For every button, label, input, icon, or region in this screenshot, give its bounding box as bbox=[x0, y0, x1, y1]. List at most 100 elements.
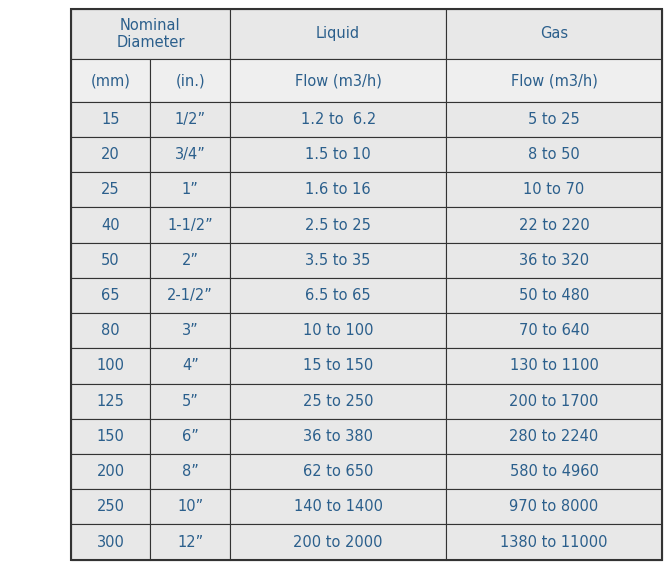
Text: 25: 25 bbox=[101, 183, 120, 197]
Bar bbox=[446, 243, 662, 278]
Bar bbox=[71, 9, 662, 560]
Text: 200 to 1700: 200 to 1700 bbox=[509, 394, 599, 409]
Bar bbox=[151, 383, 230, 419]
Text: 36 to 380: 36 to 380 bbox=[303, 429, 373, 444]
Text: Liquid: Liquid bbox=[316, 26, 360, 41]
Text: 1”: 1” bbox=[182, 183, 199, 197]
Text: 3.5 to 35: 3.5 to 35 bbox=[306, 253, 371, 267]
Bar bbox=[446, 102, 662, 137]
Text: 580 to 4960: 580 to 4960 bbox=[509, 464, 599, 479]
Text: 2.5 to 25: 2.5 to 25 bbox=[305, 218, 371, 232]
Bar bbox=[230, 207, 446, 243]
Text: 125: 125 bbox=[97, 394, 124, 409]
Text: 300: 300 bbox=[97, 534, 124, 549]
Text: 40: 40 bbox=[101, 218, 120, 232]
Text: 10 to 70: 10 to 70 bbox=[523, 183, 585, 197]
Bar bbox=[151, 172, 230, 207]
Text: (mm): (mm) bbox=[91, 73, 130, 88]
Bar bbox=[151, 313, 230, 348]
Bar bbox=[230, 525, 446, 560]
Bar bbox=[230, 313, 446, 348]
Bar bbox=[71, 454, 151, 489]
Text: 200 to 2000: 200 to 2000 bbox=[294, 534, 383, 549]
Bar bbox=[151, 278, 230, 313]
Text: 2”: 2” bbox=[182, 253, 199, 267]
Text: 100: 100 bbox=[97, 358, 124, 374]
Text: (in.): (in.) bbox=[175, 73, 205, 88]
Bar bbox=[71, 278, 151, 313]
Text: 70 to 640: 70 to 640 bbox=[519, 323, 589, 338]
Bar bbox=[446, 454, 662, 489]
Text: Flow (m3/h): Flow (m3/h) bbox=[511, 73, 597, 88]
Text: 12”: 12” bbox=[177, 534, 204, 549]
Bar bbox=[446, 59, 662, 102]
Bar bbox=[446, 419, 662, 454]
Text: 6.5 to 65: 6.5 to 65 bbox=[305, 288, 371, 303]
Bar bbox=[230, 137, 446, 172]
Text: 5”: 5” bbox=[182, 394, 199, 409]
Bar bbox=[446, 9, 662, 59]
Text: Gas: Gas bbox=[540, 26, 568, 41]
Text: 1-1/2”: 1-1/2” bbox=[167, 218, 213, 232]
Text: 15 to 150: 15 to 150 bbox=[303, 358, 373, 374]
Bar bbox=[230, 454, 446, 489]
Bar bbox=[230, 59, 446, 102]
Bar bbox=[71, 137, 151, 172]
Bar bbox=[71, 172, 151, 207]
Text: 1/2”: 1/2” bbox=[175, 112, 206, 127]
Bar bbox=[71, 419, 151, 454]
Bar bbox=[71, 348, 151, 383]
Bar bbox=[71, 207, 151, 243]
Bar bbox=[151, 243, 230, 278]
Text: 3/4”: 3/4” bbox=[175, 147, 206, 162]
Bar bbox=[151, 137, 230, 172]
Text: 10 to 100: 10 to 100 bbox=[303, 323, 374, 338]
Bar bbox=[230, 243, 446, 278]
Text: 3”: 3” bbox=[182, 323, 199, 338]
Text: 65: 65 bbox=[101, 288, 120, 303]
Bar bbox=[71, 243, 151, 278]
Text: 50: 50 bbox=[101, 253, 120, 267]
Bar bbox=[446, 348, 662, 383]
Bar bbox=[151, 348, 230, 383]
Bar bbox=[71, 59, 151, 102]
Text: Flow (m3/h): Flow (m3/h) bbox=[295, 73, 382, 88]
Bar bbox=[71, 489, 151, 525]
Text: 200: 200 bbox=[96, 464, 124, 479]
Text: 36 to 320: 36 to 320 bbox=[519, 253, 589, 267]
Text: 150: 150 bbox=[97, 429, 124, 444]
Text: 4”: 4” bbox=[182, 358, 199, 374]
Text: 1.5 to 10: 1.5 to 10 bbox=[305, 147, 371, 162]
Text: 280 to 2240: 280 to 2240 bbox=[509, 429, 599, 444]
Text: 8”: 8” bbox=[182, 464, 199, 479]
Bar bbox=[230, 489, 446, 525]
Text: 2-1/2”: 2-1/2” bbox=[167, 288, 213, 303]
Text: 50 to 480: 50 to 480 bbox=[519, 288, 589, 303]
Bar bbox=[230, 102, 446, 137]
Text: 22 to 220: 22 to 220 bbox=[519, 218, 589, 232]
Bar bbox=[230, 419, 446, 454]
Text: 250: 250 bbox=[97, 499, 124, 514]
Bar bbox=[151, 59, 230, 102]
Text: 20: 20 bbox=[101, 147, 120, 162]
Text: 1380 to 11000: 1380 to 11000 bbox=[500, 534, 607, 549]
Text: 6”: 6” bbox=[182, 429, 199, 444]
Bar bbox=[151, 454, 230, 489]
Text: Nominal
Diameter: Nominal Diameter bbox=[116, 18, 185, 50]
Bar bbox=[71, 383, 151, 419]
Text: 10”: 10” bbox=[177, 499, 204, 514]
Bar bbox=[71, 102, 151, 137]
Text: 130 to 1100: 130 to 1100 bbox=[509, 358, 599, 374]
Text: 970 to 8000: 970 to 8000 bbox=[509, 499, 599, 514]
Bar bbox=[71, 525, 151, 560]
Bar bbox=[446, 525, 662, 560]
Bar bbox=[230, 172, 446, 207]
Text: 15: 15 bbox=[101, 112, 120, 127]
Text: 1.6 to 16: 1.6 to 16 bbox=[305, 183, 371, 197]
Text: 140 to 1400: 140 to 1400 bbox=[294, 499, 382, 514]
Text: 5 to 25: 5 to 25 bbox=[528, 112, 580, 127]
Text: 1.2 to  6.2: 1.2 to 6.2 bbox=[300, 112, 376, 127]
Text: 62 to 650: 62 to 650 bbox=[303, 464, 374, 479]
Bar bbox=[71, 9, 230, 59]
Text: 80: 80 bbox=[101, 323, 120, 338]
